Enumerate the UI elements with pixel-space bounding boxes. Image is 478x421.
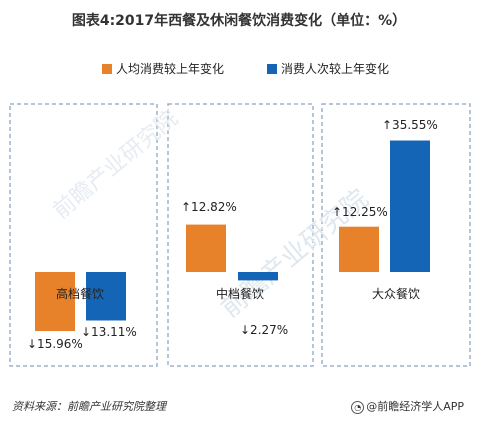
legend-swatch-blue: [267, 64, 277, 74]
legend-label-per-capita: 人均消费较上年变化: [116, 62, 225, 76]
data-label-visits-1: ↓13.11%: [81, 325, 137, 339]
brand-credit: ◔ @前瞻经济学人APP: [351, 398, 464, 414]
data-label-per-capita-1: ↓15.96%: [27, 337, 83, 351]
panel-frame-3: [321, 103, 471, 367]
data-label-visits-3: ↑35.55%: [382, 118, 438, 132]
bar-per-capita-2: [186, 224, 226, 272]
legend: 人均消费较上年变化 消费人次较上年变化: [0, 62, 478, 78]
bar-visits-1: [86, 272, 126, 321]
data-label-per-capita-3: ↑12.25%: [332, 205, 388, 219]
panel-frame-1: [9, 103, 158, 367]
legend-swatch-orange: [102, 64, 112, 74]
category-label-3: 大众餐饮: [372, 286, 420, 301]
data-label-per-capita-2: ↑12.82%: [181, 200, 237, 214]
legend-label-visits: 消费人次较上年变化: [281, 62, 390, 76]
legend-item-visits: 消费人次较上年变化: [267, 62, 389, 78]
bar-per-capita-3: [339, 226, 379, 272]
bar-visits-2: [238, 272, 278, 281]
watermark-2: 前瞻产业研究院: [49, 106, 183, 224]
data-label-visits-2: ↓2.27%: [240, 323, 288, 337]
brand-text: @前瞻经济学人APP: [366, 400, 464, 413]
panel-frame-2: [167, 103, 314, 367]
bar-visits-3: [390, 140, 430, 272]
bar-per-capita-1: [35, 272, 75, 332]
legend-item-per-capita: 人均消费较上年变化: [102, 62, 224, 78]
category-label-1: 高档餐饮: [56, 286, 104, 301]
chart-title: 图表4:2017年西餐及休闲餐饮消费变化（单位：%）: [71, 13, 407, 29]
category-label-2: 中档餐饮: [216, 286, 264, 301]
brand-icon: ◔: [351, 401, 365, 414]
source-note: 资料来源：前瞻产业研究院整理: [12, 400, 166, 413]
